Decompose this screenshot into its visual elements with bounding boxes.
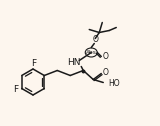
Text: F: F — [31, 59, 37, 69]
Text: HO: HO — [108, 79, 120, 88]
Text: O: O — [92, 35, 98, 44]
Text: O: O — [102, 52, 108, 61]
Text: HN: HN — [68, 58, 81, 67]
Text: Abs: Abs — [86, 50, 97, 55]
Text: O: O — [102, 68, 108, 77]
Text: F: F — [13, 85, 18, 94]
